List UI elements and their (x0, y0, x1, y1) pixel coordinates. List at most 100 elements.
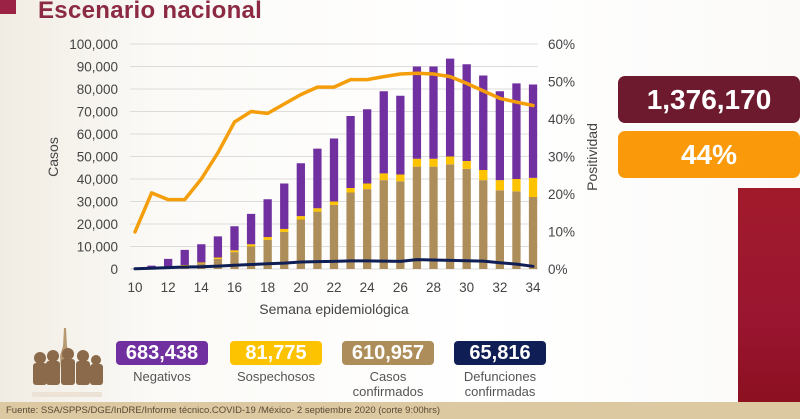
bar-casos-confirmados (528, 197, 538, 269)
stat-defunciones-confirmadas: 65,816 Defunciones confirmadas (454, 341, 546, 399)
page-title: Escenario nacional (38, 0, 263, 24)
bar-sospechosos (379, 173, 388, 181)
bar-casos-confirmados (280, 231, 289, 269)
bar-negativos (512, 83, 521, 179)
bar-sospechosos (280, 228, 289, 232)
bar-sospechosos (412, 158, 422, 167)
bar-casos-confirmados (296, 219, 305, 269)
y-tick-label: 20,000 (77, 217, 118, 232)
bar-negativos (396, 95, 405, 175)
y2-tick-label: 50% (548, 75, 575, 90)
bar-negativos (197, 244, 206, 263)
bar-sospechosos (445, 156, 455, 165)
bar-sospechosos (296, 216, 305, 220)
x-tick-label: 24 (360, 280, 376, 295)
video-panel (738, 188, 800, 412)
bar-casos-confirmados (313, 211, 322, 269)
bar-negativos (180, 249, 189, 265)
stat-label-line: confirmadas (464, 384, 536, 399)
bar-negativos (363, 109, 372, 184)
total-tests-badge: 1,376,170 (618, 76, 800, 123)
y-tick-label: 0 (110, 262, 118, 277)
line-positividad (133, 71, 535, 234)
source-footer: Fuente: SSA/SPPS/DGE/InDRE/Informe técni… (0, 402, 800, 419)
y-tick-label: 60,000 (77, 127, 118, 142)
x-tick-label: 28 (426, 280, 441, 295)
bar-negativos (479, 75, 488, 170)
stat-sospechosos: 81,775 Sospechosos (230, 341, 322, 384)
bar-sospechosos (479, 170, 488, 181)
stat-negativos: 683,438 Negativos (116, 341, 208, 384)
bar-negativos (462, 64, 471, 161)
y2-tick-label: 20% (548, 187, 575, 202)
bar-sospechosos (346, 188, 355, 193)
bar-negativos (230, 226, 239, 251)
stat-label-line: Defunciones (463, 369, 537, 384)
bar-sospechosos (263, 237, 272, 240)
y2-axis-title: Positividad (584, 123, 600, 191)
bar-sospechosos (512, 179, 521, 192)
bar-sospechosos (197, 262, 206, 264)
bar-negativos (495, 91, 504, 181)
bar-casos-confirmados (396, 181, 405, 269)
bar-negativos (379, 91, 388, 174)
bar-casos-confirmados (213, 258, 223, 269)
stat-label: Negativos (133, 369, 191, 384)
stacked-bar-line-chart: 0 10,000 20,000 30,000 40,000 50,000 60,000 70,… (45, 37, 600, 317)
stat-label-line: Casos (369, 369, 407, 384)
bar-negativos (412, 66, 422, 159)
x-tick-label: 12 (161, 280, 176, 295)
bar-negativos (429, 66, 438, 159)
y2-tick-label: 30% (548, 150, 575, 165)
stat-value: 81,775 (230, 341, 322, 365)
y-tick-label: 70,000 (77, 105, 118, 120)
bar-sospechosos (213, 257, 223, 259)
bar-sospechosos (363, 183, 372, 190)
bar-sospechosos (246, 244, 256, 247)
x-tick-label: 30 (459, 280, 474, 295)
bar-negativos (246, 213, 256, 245)
bar-negativos (263, 199, 272, 238)
stat-value: 683,438 (116, 341, 208, 365)
bar-negativos (296, 163, 305, 217)
bar-casos-confirmados (363, 189, 372, 269)
x-tick-label: 22 (326, 280, 341, 295)
positivity-badge: 44% (618, 131, 800, 178)
bar-casos-confirmados (379, 180, 388, 269)
y-tick-label: 50,000 (77, 150, 118, 165)
bar-casos-confirmados (230, 252, 239, 269)
x-tick-label: 34 (526, 280, 542, 295)
y-tick-label: 30,000 (77, 195, 118, 210)
y-tick-label: 40,000 (77, 172, 118, 187)
bar-casos-confirmados (412, 166, 422, 269)
bar-casos-confirmados (329, 204, 339, 269)
bar-negativos (346, 116, 355, 188)
stat-label: Sospechosos (236, 369, 316, 384)
stat-label: Defunciones confirmadas (454, 369, 546, 399)
bar-casos-confirmados (512, 191, 521, 269)
bar-negativos (329, 138, 339, 202)
y-tick-label: 80,000 (77, 82, 118, 97)
x-tick-label: 26 (393, 280, 408, 295)
bar-negativos (164, 258, 173, 267)
bar-casos-confirmados (445, 164, 455, 269)
stat-value: 65,816 (454, 341, 546, 365)
x-tick-label: 16 (227, 280, 242, 295)
stat-casos-confirmados: 610,957 Casos confirmados (342, 341, 434, 399)
bar-sospechosos (230, 250, 239, 253)
bar-casos-confirmados (263, 239, 272, 269)
stat-label: Casos confirmados (342, 369, 434, 399)
x-tick-label: 20 (293, 280, 308, 295)
y-axis-title: Casos (45, 137, 61, 177)
y2-tick-label: 0% (548, 262, 568, 277)
bar-casos-confirmados (462, 168, 471, 269)
x-tick-label: 10 (127, 280, 142, 295)
bar-sospechosos (329, 201, 339, 205)
x-tick-label: 14 (194, 280, 210, 295)
bar-sospechosos (462, 161, 471, 169)
bar-casos-confirmados (429, 166, 438, 269)
x-tick-label: 32 (492, 280, 507, 295)
bar-casos-confirmados (246, 246, 256, 269)
bar-negativos (528, 84, 538, 178)
bar-casos-confirmados (346, 192, 355, 269)
